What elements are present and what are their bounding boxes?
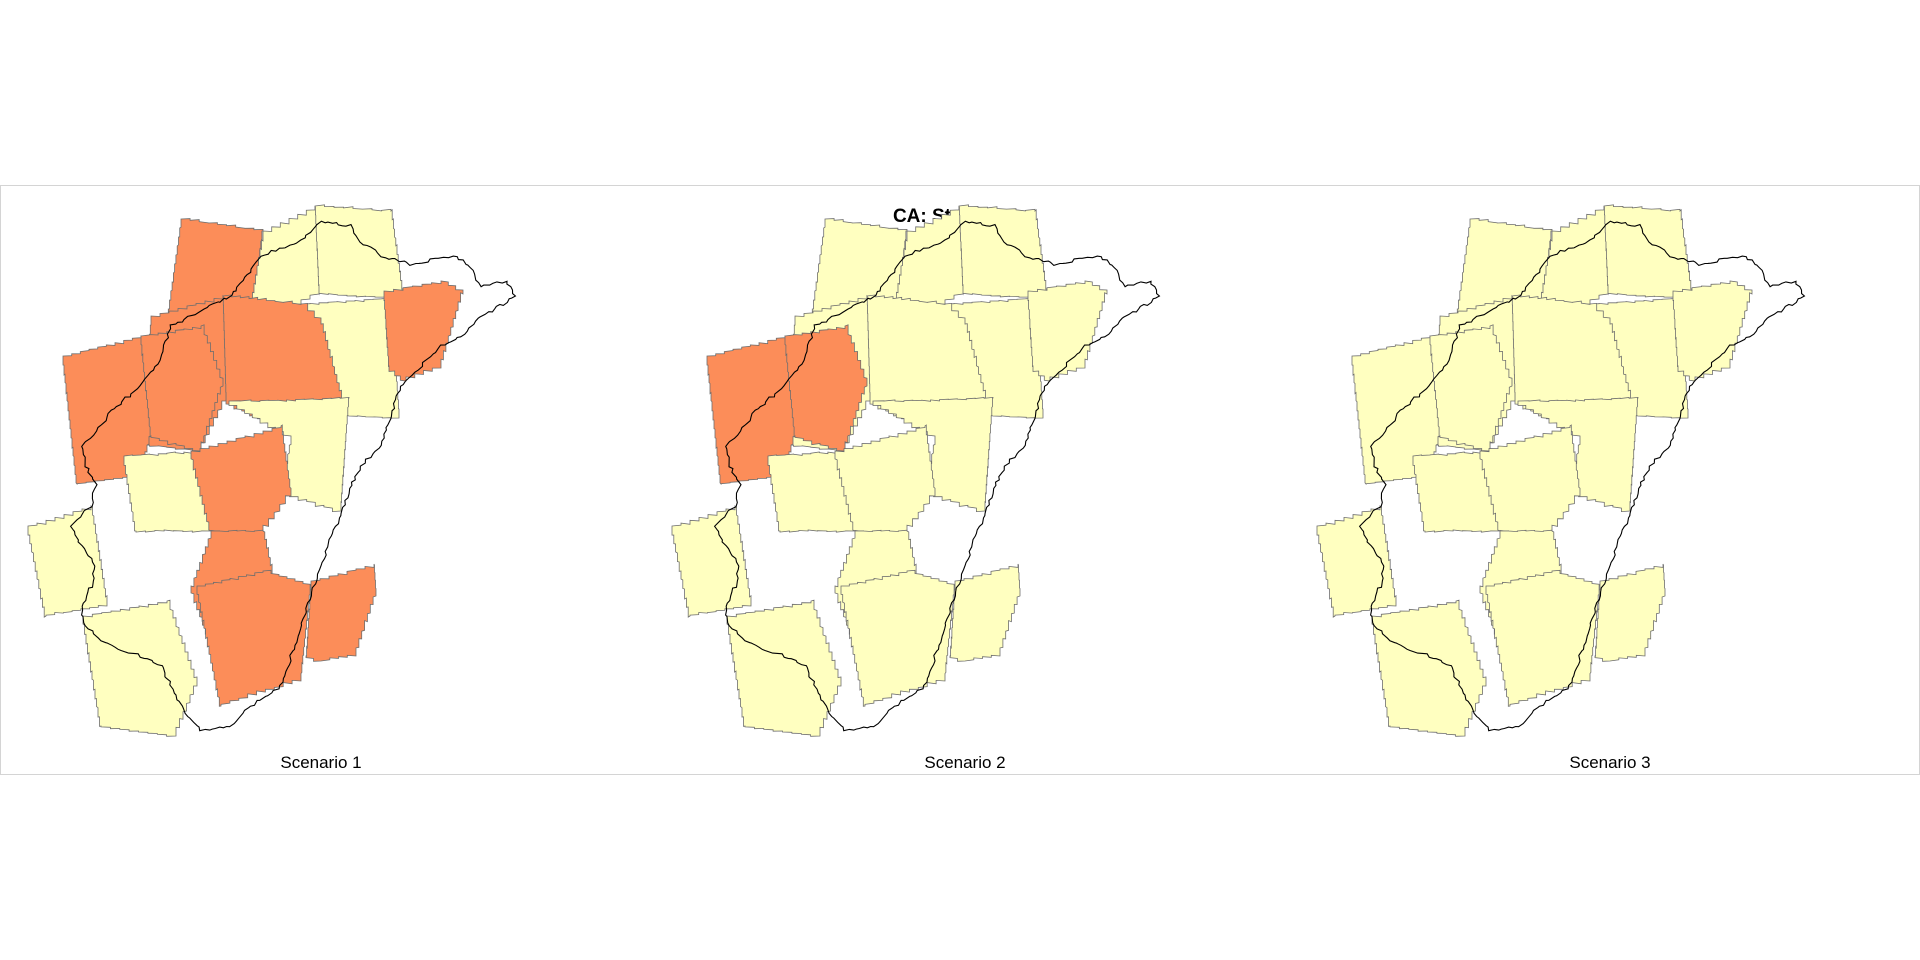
map-cell-c14: [1316, 505, 1397, 618]
panel-label-scenario-1: Scenario 1: [280, 753, 362, 772]
map-cell-c10: [872, 396, 994, 513]
map-cell-c16: [1485, 569, 1601, 707]
map-figure: CA: Stanislaus Scenario 1 Scenario 2 Sce…: [0, 185, 1920, 775]
map-cell-c2: [314, 204, 404, 300]
map-cell-c17: [1594, 563, 1666, 662]
panel-label-scenario-3: Scenario 3: [1569, 753, 1651, 772]
map-cell-c8: [1429, 324, 1513, 452]
scenario-3-map: [1316, 204, 1806, 737]
watershed-outline: [1358, 220, 1806, 732]
map-cell-c15: [82, 599, 198, 737]
watershed-outline: [69, 220, 517, 732]
map-cell-c12: [190, 424, 292, 535]
map-cell-c9: [383, 280, 464, 382]
map-cell-c17: [305, 563, 377, 662]
map-cell-c16: [840, 569, 956, 707]
map-cell-c16: [196, 569, 312, 707]
panel-label-scenario-2: Scenario 2: [924, 753, 1006, 772]
map-cell-c15: [726, 599, 842, 737]
map-cell-c2: [1603, 204, 1693, 300]
map-panel-scenario-3: Scenario 3: [1290, 186, 1920, 774]
map-cell-c9: [1027, 280, 1108, 382]
map-cell-c12: [834, 424, 936, 535]
scenario-2-map: [671, 204, 1161, 737]
map-cell-c15: [1371, 599, 1487, 737]
watershed-outline: [713, 220, 1161, 732]
map-cell-c10: [1517, 396, 1639, 513]
map-cell-c8: [784, 324, 868, 452]
map-cell-c3: [250, 205, 320, 306]
map-panel-scenario-2: Scenario 2: [645, 186, 1285, 774]
map-cell-c9: [1672, 280, 1753, 382]
map-cell-c10: [228, 396, 350, 513]
map-cell-c12: [1479, 424, 1581, 535]
map-cell-c14: [27, 505, 108, 618]
map-cell-c2: [958, 204, 1048, 300]
map-cell-c14: [671, 505, 752, 618]
map-cell-c8: [140, 324, 224, 452]
map-cell-c17: [949, 563, 1021, 662]
map-cell-c3: [1539, 205, 1609, 306]
map-cell-c3: [894, 205, 964, 306]
scenario-1-map: [27, 204, 517, 737]
map-panel-scenario-1: Scenario 1: [1, 186, 641, 774]
